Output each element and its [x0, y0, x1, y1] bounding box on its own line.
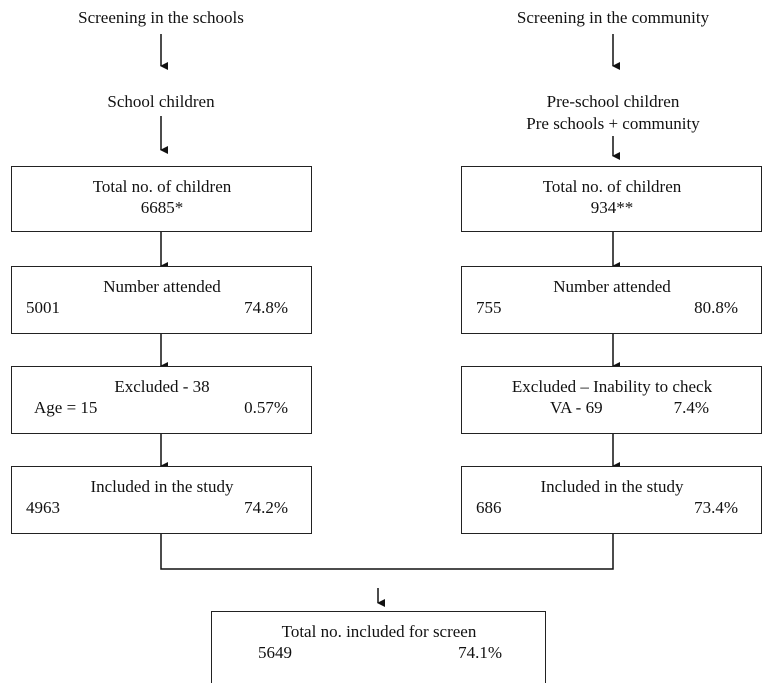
left-excluded-title: Excluded - 38 [114, 377, 210, 396]
right-attended-percent: 80.8% [694, 298, 738, 317]
right-excluded-box: Excluded – Inability to check VA - 69 7.… [461, 366, 762, 434]
final-total-box: Total no. included for screen 5649 74.1% [211, 611, 546, 683]
right-group-line1: Pre-school children [546, 92, 680, 111]
right-included-count: 686 [476, 498, 502, 517]
right-total-box: Total no. of children 934** [461, 166, 762, 232]
right-total-title: Total no. of children [542, 177, 682, 196]
right-attended-title: Number attended [553, 277, 671, 296]
right-excluded-title: Excluded – Inability to check [511, 377, 713, 396]
left-total-box: Total no. of children 6685* [11, 166, 312, 232]
right-attended-count: 755 [476, 298, 502, 317]
left-total-value: 6685* [140, 198, 184, 217]
right-attended-box: Number attended 755 80.8% [461, 266, 762, 334]
left-attended-percent: 74.8% [244, 298, 288, 317]
final-total-count: 5649 [258, 643, 292, 662]
left-group-label: School children [107, 92, 215, 111]
right-total-value: 934** [590, 198, 634, 217]
right-excluded-percent: 7.4% [673, 398, 709, 417]
left-included-title: Included in the study [90, 477, 234, 496]
right-excluded-detail: VA - 69 [550, 398, 603, 417]
left-included-count: 4963 [26, 498, 60, 517]
left-attended-title: Number attended [103, 277, 221, 296]
left-excluded-box: Excluded - 38 Age = 15 0.57% [11, 366, 312, 434]
final-total-percent: 74.1% [458, 643, 502, 662]
right-heading: Screening in the community [516, 8, 710, 27]
merge-connector [160, 534, 614, 570]
left-attended-count: 5001 [26, 298, 60, 317]
left-heading: Screening in the schools [78, 8, 244, 27]
right-included-title: Included in the study [540, 477, 684, 496]
left-excluded-percent: 0.57% [244, 398, 288, 417]
left-total-title: Total no. of children [92, 177, 232, 196]
left-included-percent: 74.2% [244, 498, 288, 517]
right-included-percent: 73.4% [694, 498, 738, 517]
final-total-title: Total no. included for screen [281, 622, 477, 641]
left-attended-box: Number attended 5001 74.8% [11, 266, 312, 334]
right-group-line2: Pre schools + community [526, 114, 700, 133]
left-excluded-detail: Age = 15 [34, 398, 98, 417]
left-included-box: Included in the study 4963 74.2% [11, 466, 312, 534]
right-included-box: Included in the study 686 73.4% [461, 466, 762, 534]
